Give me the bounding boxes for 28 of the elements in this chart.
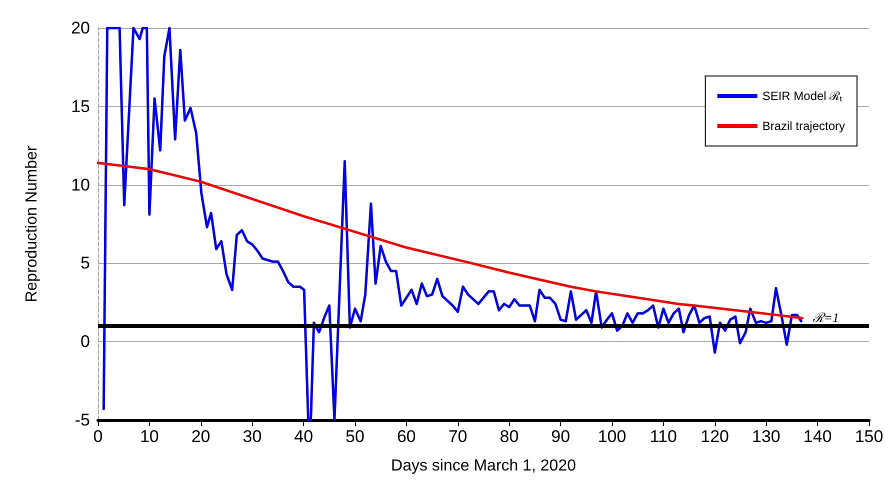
- x-tick-label: 60: [396, 427, 416, 446]
- x-tick-label: 0: [93, 427, 103, 446]
- x-tick-label: 70: [448, 427, 468, 446]
- legend-label: Brazil trajectory: [762, 119, 845, 133]
- x-tick-label: 120: [700, 427, 729, 446]
- y-tick-label: 10: [71, 175, 90, 194]
- ref-line-label: ℛ=1: [812, 310, 839, 325]
- x-tick-label: 10: [140, 427, 159, 446]
- x-tick-label: 40: [294, 427, 314, 446]
- x-tick-label: 110: [650, 427, 677, 446]
- y-tick-label: 20: [71, 18, 90, 38]
- x-axis-title: Days since March 1, 2020: [391, 458, 576, 474]
- x-tick-label: 130: [752, 427, 780, 446]
- y-tick-label: 5: [80, 254, 90, 273]
- y-axis-title: Reproduction Number: [24, 145, 40, 302]
- y-tick-label: -5: [74, 410, 90, 430]
- x-tick-label: 100: [598, 427, 626, 446]
- x-tick-label: 150: [854, 427, 884, 446]
- y-tick-label: 0: [80, 332, 90, 352]
- x-tick-label: 20: [191, 427, 210, 446]
- legend-label: SEIR Model ℛₜ: [762, 89, 843, 103]
- x-tick-label: 90: [551, 427, 570, 446]
- x-tick-label: 30: [242, 427, 262, 446]
- x-tick-label: 140: [803, 427, 832, 446]
- x-tick-label: 50: [346, 427, 364, 446]
- x-tick-label: 80: [500, 427, 519, 446]
- y-tick-label: 15: [71, 96, 90, 116]
- line-series: [96, 162, 804, 320]
